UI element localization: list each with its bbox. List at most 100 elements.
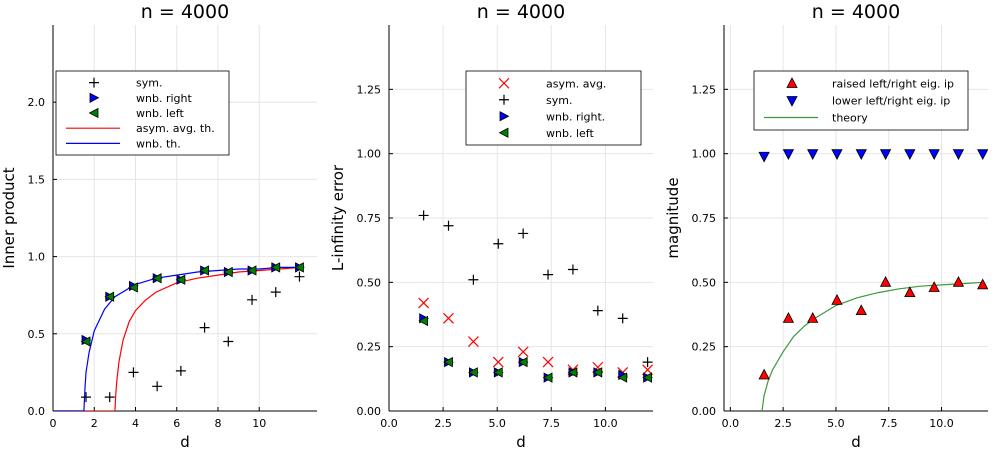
y-tick-label-4: 1.00 [357,148,382,161]
data-point-s0-8 [270,287,281,298]
data-point-s0-1 [104,392,115,403]
data-point-s0-4 [855,304,867,316]
data-point-s1-6 [904,149,916,161]
data-point-s2-2 [128,282,138,293]
legend-swatch-2 [88,107,99,119]
x-tick-label-4: 10.0 [593,417,618,430]
x-tick-label-4: 8 [215,417,222,430]
y-tick-label-1: 0.25 [692,341,717,354]
legend-box [465,70,642,146]
data-point-s1-8 [952,149,965,161]
plot-area [758,149,988,411]
data-point-s3-6 [567,367,578,378]
data-point-s1-2 [807,149,819,161]
data-point-s0-7 [247,294,258,305]
legend: asym. avg. sym. wnb. right. wnb. left [465,70,642,146]
y-axis-label: magnitude [664,177,682,258]
data-point-s0-4 [517,346,529,358]
plot-area [418,210,653,383]
data-point-s2-5 [199,265,209,276]
data-point-s1-0 [418,210,429,221]
chart-title: n = 4000 [812,1,900,23]
data-point-s1-8 [617,313,628,324]
y-tick-label-0: 0.00 [357,405,382,418]
data-point-s2-7 [246,265,257,276]
data-point-s0-6 [904,286,916,298]
data-point-s1-3 [493,238,504,249]
x-tick-label-1: 2 [91,417,98,430]
data-point-s2-4 [175,274,186,285]
y-tick-label-5: 1.25 [692,83,717,96]
data-point-s2-6 [222,266,233,278]
data-point-s0-1 [782,312,795,323]
chart-title: n = 4000 [141,1,229,23]
x-tick-label-1: 2.5 [434,417,452,430]
data-point-s1-9 [642,357,653,368]
series-line-2 [761,281,984,411]
legend-swatch-2 [499,111,510,122]
legend-label-0: raised left/right eig. ip [832,78,954,91]
legend-label-1: sym. [546,94,572,107]
data-point-s1-4 [855,149,867,161]
legend-label-2: theory [832,112,868,125]
legend-label-0: asym. avg. [546,77,606,90]
data-point-s3-0 [418,315,429,327]
data-point-s0-2 [807,312,819,323]
legend-swatch-0 [786,77,798,88]
data-point-s0-9 [294,271,305,282]
legend: raised left/right eig. ip lower left/righ… [753,70,969,131]
data-point-s1-1 [443,220,454,231]
x-tick-label-3: 7.5 [543,417,561,430]
legend-swatch-0 [89,77,99,88]
x-tick-label-3: 7.5 [880,417,898,430]
data-point-s3-9 [642,372,652,383]
panel-1: 0 2 4 6 8 10 0.0 0.5 1.0 1.5 2.0 n = 4000 d Inner pro… [0,1,317,450]
data-point-s1-2 [468,274,479,285]
legend-label-2: wnb. right. [546,110,605,123]
data-point-s3-5 [542,372,553,383]
data-point-s1-9 [977,149,988,161]
legend-label-3: wnb. left [546,127,594,140]
data-point-s0-2 [467,336,479,347]
legend-swatch-0 [498,77,510,89]
data-point-s0-3 [492,356,504,368]
legend-label-4: wnb. th. [136,137,181,150]
data-point-s1-1 [782,149,795,161]
y-tick-label-2: 1.0 [28,251,46,264]
y-tick-label-3: 0.75 [692,212,717,225]
data-point-s2-1 [104,291,115,302]
data-point-s0-3 [152,381,163,392]
x-tick-label-4: 10.0 [929,417,954,430]
x-axis-label: d [516,433,526,450]
data-point-s0-0 [418,297,430,309]
y-tick-label-1: 0.5 [28,328,46,341]
y-tick-label-1: 0.25 [357,341,382,354]
data-point-s1-7 [928,149,940,161]
data-point-s1-0 [758,151,770,163]
x-tick-label-2: 5.0 [488,417,506,430]
data-point-s2-9 [294,262,304,273]
legend-swatch-1 [499,94,509,105]
data-point-s0-6 [223,336,234,347]
data-point-s2-3 [151,273,162,284]
x-axis-label: d [851,433,861,450]
data-point-s3-1 [443,356,453,368]
x-tick-label-1: 2.5 [774,417,792,430]
legend-swatch-3 [498,127,509,138]
y-axis-label: Inner product [0,167,18,268]
legend-swatch-1 [89,92,100,103]
panel-3: 0.0 2.5 5.0 7.5 10.0 0.00 0.25 0.50 0.75 1.00 1.25… [664,1,988,450]
x-axis-label: d [180,433,190,450]
y-tick-label-5: 1.25 [357,83,382,96]
series-line-3 [53,266,301,411]
data-point-s0-5 [199,322,210,333]
y-tick-label-0: 0.0 [28,405,46,418]
data-point-s3-4 [517,356,528,368]
data-point-s0-3 [831,293,843,305]
data-point-s3-7 [592,367,603,378]
data-point-s1-3 [831,149,843,161]
data-point-s0-7 [928,281,940,292]
legend-box [55,70,230,156]
data-point-s3-2 [468,367,478,378]
x-tick-label-3: 6 [173,417,180,430]
